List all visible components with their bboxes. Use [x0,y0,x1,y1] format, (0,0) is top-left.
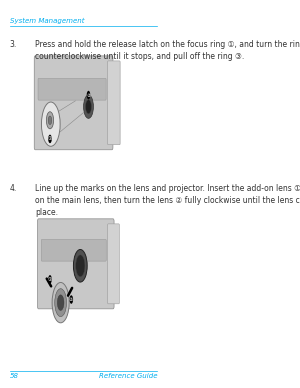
Circle shape [55,289,67,317]
Circle shape [74,249,87,282]
Text: 3.: 3. [10,40,17,49]
FancyBboxPatch shape [108,224,119,304]
Text: 58: 58 [10,374,19,379]
FancyBboxPatch shape [41,239,106,261]
Circle shape [52,282,69,323]
Text: Line up the marks on the lens and projector. Insert the add-on lens ① into the s: Line up the marks on the lens and projec… [35,184,300,217]
Circle shape [70,295,73,304]
Circle shape [87,91,90,99]
Text: 4.: 4. [10,184,17,193]
Circle shape [46,112,54,129]
Text: Press and hold the release latch on the focus ring ①, and turn the ring ② fully
: Press and hold the release latch on the … [35,40,300,61]
Circle shape [57,295,64,310]
Circle shape [48,275,52,284]
Text: ①: ① [48,277,52,282]
Circle shape [76,255,85,277]
Circle shape [85,100,91,114]
Text: Reference Guide: Reference Guide [99,374,157,379]
Circle shape [41,102,60,146]
Circle shape [48,135,52,143]
Text: ②: ② [86,93,91,97]
FancyBboxPatch shape [108,61,120,145]
Circle shape [48,116,52,125]
Circle shape [84,95,93,118]
FancyBboxPatch shape [38,78,106,100]
FancyBboxPatch shape [34,56,113,150]
Text: System Management: System Management [10,18,84,24]
FancyBboxPatch shape [38,219,114,309]
Text: ②: ② [69,297,74,302]
Text: ①: ① [48,137,52,141]
